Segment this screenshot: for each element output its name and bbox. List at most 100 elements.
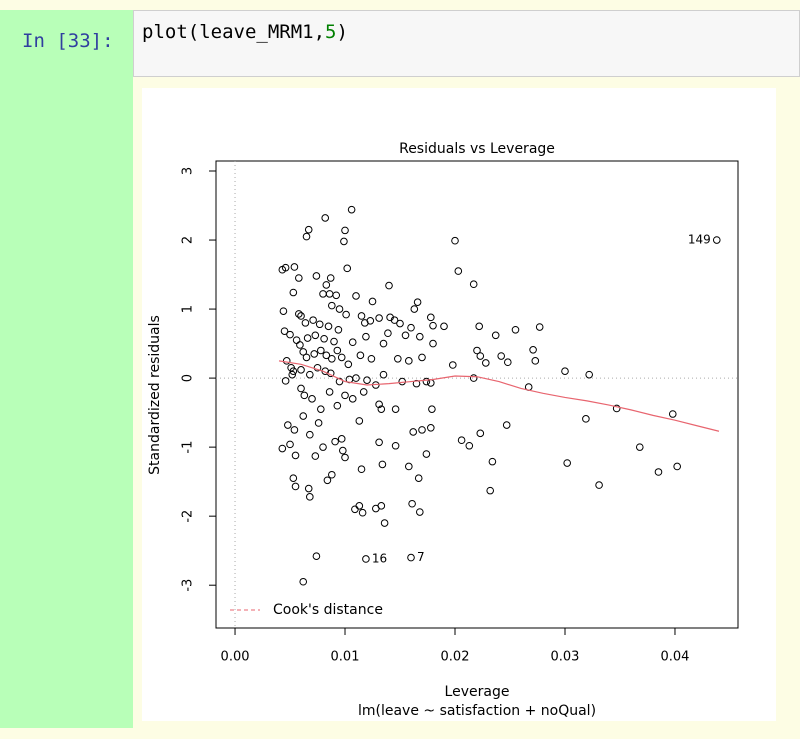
- point: [668, 410, 677, 418]
- point: [348, 338, 357, 347]
- point: [306, 493, 314, 501]
- point: [497, 352, 505, 360]
- x-axis-label: Leverage: [445, 684, 510, 700]
- point: [337, 435, 346, 443]
- point: [407, 553, 415, 562]
- point: [344, 360, 353, 369]
- point: [279, 307, 288, 315]
- point: [347, 205, 356, 214]
- point: [290, 263, 299, 271]
- y-tick-label: 2: [181, 236, 196, 244]
- point: [385, 281, 393, 290]
- point: [333, 401, 342, 410]
- point: [296, 341, 304, 349]
- point: [321, 214, 330, 222]
- point: [355, 417, 364, 425]
- point: [292, 336, 301, 344]
- point: [407, 323, 415, 332]
- point: [375, 314, 383, 322]
- point: [335, 377, 344, 386]
- point: [414, 474, 423, 483]
- point: [312, 272, 321, 280]
- point: [284, 421, 292, 429]
- y-tick-label: -3: [181, 579, 196, 592]
- point: [440, 322, 448, 331]
- point: [304, 225, 313, 234]
- point: [341, 453, 349, 462]
- point: [367, 354, 376, 363]
- point: [331, 437, 339, 446]
- point: [475, 322, 483, 331]
- plot-frame: [215, 160, 739, 629]
- point: [529, 346, 537, 354]
- point: [375, 438, 383, 447]
- point: [322, 281, 331, 289]
- chart-subtitle: lm(leave ~ satisfaction + noQual): [358, 703, 596, 719]
- point: [418, 426, 426, 434]
- point: [469, 374, 478, 382]
- point: [398, 377, 407, 386]
- point: [302, 353, 311, 362]
- prompt-area: In [33]:: [0, 10, 133, 728]
- chart-title: Residuals vs Leverage: [399, 141, 555, 157]
- point: [332, 291, 341, 300]
- point: [422, 450, 431, 458]
- point: [449, 361, 457, 369]
- point: [409, 428, 418, 436]
- point: [357, 312, 366, 320]
- point: [335, 305, 344, 313]
- point: [363, 376, 371, 384]
- point: [391, 441, 400, 450]
- point: [297, 384, 305, 393]
- point: [427, 379, 435, 387]
- point: [290, 426, 299, 434]
- point-label: 16: [372, 551, 387, 565]
- point: [306, 430, 314, 439]
- point: [324, 322, 333, 331]
- point: [317, 405, 325, 413]
- point: [427, 313, 435, 322]
- y-axis-label: Standardized residuals: [147, 315, 163, 475]
- point: [351, 505, 359, 514]
- point: [410, 305, 419, 313]
- point: [299, 348, 308, 356]
- point: [352, 374, 360, 382]
- point-label: 7: [417, 550, 425, 564]
- point: [325, 290, 334, 298]
- point: [394, 354, 402, 363]
- point: [473, 346, 481, 355]
- point: [295, 310, 303, 318]
- code-cell[interactable]: plot(leave_MRM1,5): [133, 10, 800, 77]
- point: [377, 502, 386, 510]
- cell-prompt: In [33]:: [22, 30, 114, 52]
- point: [281, 377, 290, 385]
- point: [379, 370, 388, 379]
- point: [401, 331, 410, 340]
- point: [282, 357, 291, 365]
- legend-label: Cook's distance: [273, 602, 383, 618]
- point: [427, 424, 435, 432]
- point: [339, 446, 347, 455]
- y-tick-label: -1: [181, 441, 196, 454]
- x-tick-label: 0.01: [331, 650, 360, 665]
- point: [396, 319, 404, 328]
- point: [454, 267, 463, 275]
- y-tick-label: 0: [181, 374, 196, 382]
- point: [289, 367, 298, 376]
- point: [488, 457, 497, 466]
- point: [412, 379, 421, 388]
- point: [511, 325, 520, 334]
- point: [357, 465, 366, 474]
- point: [312, 552, 321, 561]
- point: [585, 370, 593, 379]
- point: [422, 377, 431, 386]
- point: [503, 358, 512, 367]
- y-tick-label: 1: [181, 305, 196, 313]
- point: [355, 502, 364, 510]
- point: [343, 264, 352, 273]
- code-token: ): [336, 21, 348, 43]
- point: [405, 462, 413, 471]
- point: [418, 353, 426, 362]
